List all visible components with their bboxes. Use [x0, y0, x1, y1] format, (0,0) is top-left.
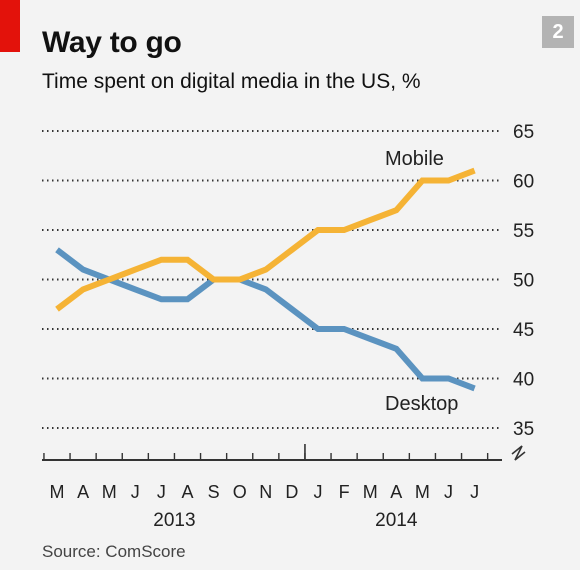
- x-tick-label: A: [181, 482, 193, 502]
- x-tick-label: F: [339, 482, 350, 502]
- y-tick-label: 65: [513, 122, 534, 143]
- x-tick-label: O: [233, 482, 247, 502]
- x-tick-label: S: [208, 482, 220, 502]
- y-tick-label: 45: [513, 320, 534, 341]
- chart-title: Way to go: [42, 26, 182, 59]
- x-tick-label: N: [259, 482, 272, 502]
- y-tick-label: 60: [513, 172, 534, 193]
- y-axis-ticks: 35 40 45 50 55 60 65: [513, 122, 534, 440]
- series-lines: [55, 167, 476, 392]
- chart-subtitle: Time spent on digital media in the US, %: [42, 70, 421, 93]
- x-tick-label: J: [444, 482, 453, 502]
- chart-number-badge: 2: [542, 16, 574, 48]
- x-tick-label: M: [102, 482, 117, 502]
- series-line-desktop: [55, 247, 476, 392]
- y-tick-label: 40: [513, 370, 534, 391]
- series-label-mobile: Mobile: [385, 148, 444, 170]
- x-tick-label: J: [157, 482, 166, 502]
- y-tick-label: 50: [513, 271, 534, 292]
- x-tick-label: J: [314, 482, 323, 502]
- x-tick-label: J: [470, 482, 479, 502]
- x-tick-label: D: [285, 482, 298, 502]
- axis-break-icon: [511, 445, 526, 461]
- x-tick-label: A: [77, 482, 89, 502]
- red-corner-tag: [0, 0, 20, 52]
- year-label: 2013: [153, 510, 195, 531]
- year-label: 2014: [375, 510, 418, 531]
- grid-lines: [42, 130, 502, 429]
- x-tick-label: M: [415, 482, 430, 502]
- x-tick-label: M: [50, 482, 65, 502]
- series-label-desktop: Desktop: [385, 393, 458, 415]
- source-note: Source: ComScore: [42, 542, 186, 561]
- series-labels: Mobile Desktop: [385, 148, 458, 415]
- x-tick-label: J: [131, 482, 140, 502]
- x-tick-label: M: [363, 482, 378, 502]
- y-tick-label: 55: [513, 221, 534, 242]
- series-line-mobile: [55, 167, 476, 312]
- x-tick-label: A: [390, 482, 402, 502]
- y-tick-label: 35: [513, 419, 534, 440]
